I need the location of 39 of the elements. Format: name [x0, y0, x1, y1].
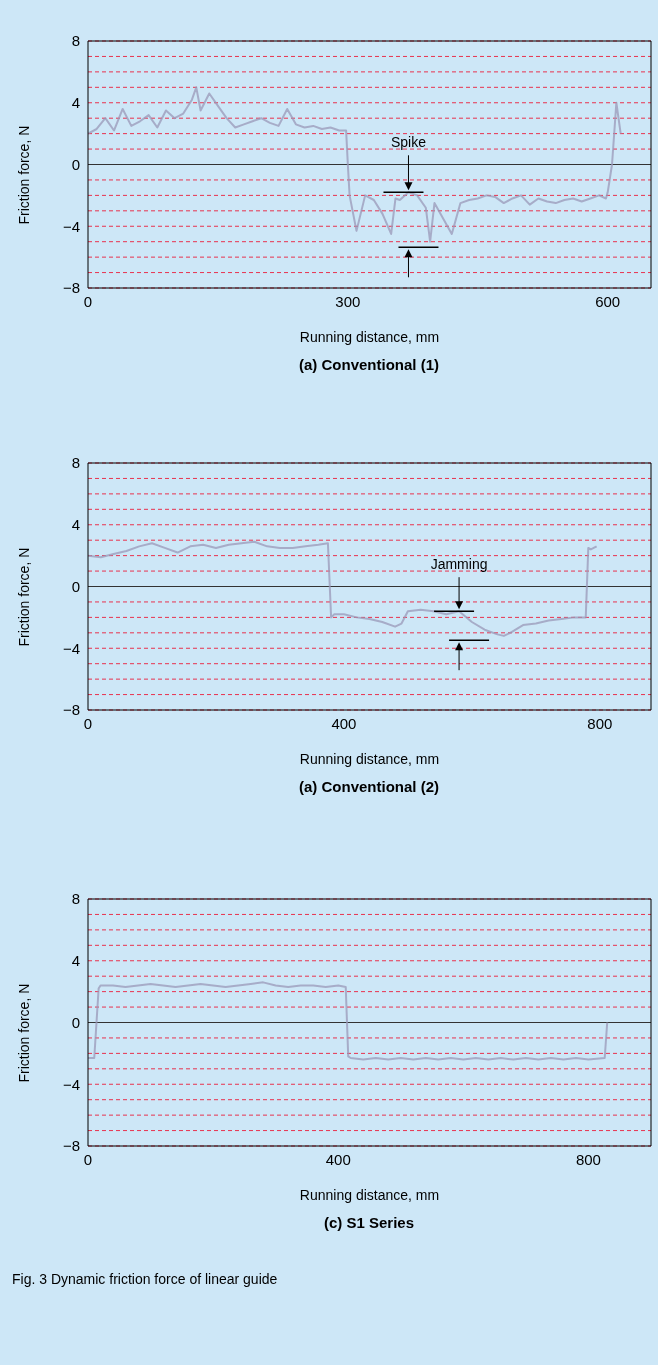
x-axis-title: Running distance, mm [299, 751, 440, 767]
y-tick-label: 4 [71, 516, 80, 534]
x-axis-title: Running distance, mm [299, 1187, 440, 1203]
y-tick-label: 8 [71, 890, 80, 908]
y-tick-label: −8 [62, 279, 80, 297]
text: (c) S1 Series [322, 1214, 416, 1231]
x-tick-label: 400 [331, 714, 357, 732]
y-tick-label: −8 [62, 701, 80, 719]
text: (a) Conventional (1) [298, 356, 440, 373]
y-tick-label: 8 [71, 32, 80, 50]
x-tick-label: 400 [325, 1150, 351, 1168]
y-tick-label: −4 [62, 1075, 80, 1093]
text: (a) Conventional (2) [298, 778, 440, 795]
x-axis-title: Running distance, mm [299, 329, 440, 345]
x-tick-label: 600 [595, 292, 621, 310]
y-axis-title: Friction force, N [15, 983, 32, 1083]
line-series [88, 981, 609, 1061]
y-tick-label: 0 [71, 1013, 80, 1031]
y-tick-label: 0 [71, 577, 80, 595]
y-axis-title: Friction force, N [15, 547, 32, 647]
y-tick-label: −8 [62, 1137, 80, 1155]
y-tick-label: −4 [62, 217, 80, 235]
line-series [88, 540, 598, 637]
y-tick-label: 4 [71, 94, 80, 112]
y-tick-label: 8 [71, 454, 80, 472]
caption: Fig. 3 Dynamic friction force of linear guide [11, 1271, 279, 1287]
x-tick-label: 800 [575, 1150, 601, 1168]
x-tick-label: 0 [83, 292, 93, 310]
x-tick-label: 0 [83, 1150, 93, 1168]
line-series [88, 86, 622, 243]
y-tick-label: 4 [71, 952, 80, 970]
x-tick-label: 300 [335, 292, 361, 310]
x-tick-label: 0 [83, 714, 93, 732]
x-tick-label: 800 [587, 714, 613, 732]
annotation: Spike [390, 134, 427, 151]
annotation: Jamming [430, 556, 488, 573]
y-tick-label: −4 [62, 639, 80, 657]
y-tick-label: 0 [71, 155, 80, 173]
y-axis-title: Friction force, N [15, 125, 32, 225]
